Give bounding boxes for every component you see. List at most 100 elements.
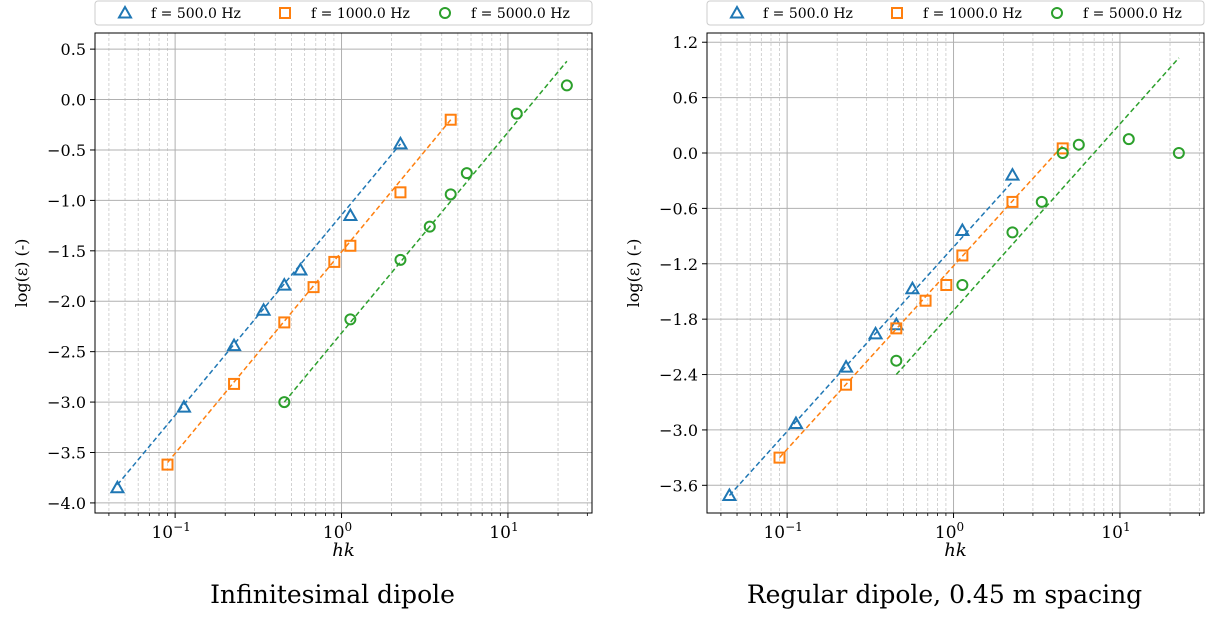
y-tick-label: −3.5 — [47, 443, 86, 462]
data-point — [278, 396, 291, 409]
data-point — [956, 249, 969, 262]
legend-marker — [279, 7, 291, 19]
data-point — [773, 451, 786, 464]
caption-infinitesimal-dipole: Infinitesimal dipole — [210, 580, 455, 609]
data-point — [1172, 147, 1185, 159]
y-tick-label: 0.6 — [673, 89, 698, 108]
data-point — [276, 277, 293, 291]
data-point — [890, 322, 903, 335]
data-point — [1006, 226, 1019, 239]
y-tick-label: −0.6 — [659, 199, 698, 218]
data-point — [840, 378, 853, 391]
x-tick-label: 10−1 — [151, 520, 190, 543]
series-1 — [109, 135, 409, 494]
data-point — [838, 359, 854, 373]
x-tick-label: 100 — [323, 520, 352, 543]
y-tick-label: 0.0 — [673, 144, 698, 163]
series-1 — [721, 167, 1021, 501]
data-point — [560, 79, 573, 92]
data-point — [392, 135, 409, 150]
x-axis-label: hk — [944, 540, 967, 561]
series-3 — [278, 60, 573, 409]
data-point — [278, 316, 291, 329]
series-2 — [773, 142, 1069, 464]
legend-marker — [729, 4, 745, 19]
data-point — [510, 107, 523, 120]
data-point — [1035, 195, 1048, 208]
data-point — [109, 479, 126, 494]
y-axis-label: log(ε) (-) — [624, 239, 643, 308]
data-point — [1056, 142, 1069, 155]
y-tick-label: −4.0 — [47, 494, 86, 513]
plot-area — [706, 32, 1205, 514]
y-tick-label: 0.0 — [61, 91, 86, 110]
y-tick-label: −3.0 — [47, 393, 86, 412]
x-tick-label: 101 — [1101, 520, 1130, 543]
data-point — [1006, 195, 1019, 208]
legend: f = 500.0 Hz f = 1000.0 Hz f = 5000.0 Hz — [94, 0, 593, 26]
fit-line — [116, 143, 402, 486]
plot-area — [94, 32, 593, 514]
data-point — [444, 113, 457, 126]
y-tick-label: −2.4 — [659, 366, 698, 385]
grid — [95, 33, 592, 513]
data-point — [788, 415, 804, 429]
data-point — [1004, 167, 1021, 181]
legend-marker — [891, 7, 903, 19]
legend-box — [706, 0, 1205, 26]
data-point — [394, 253, 407, 266]
legend-box — [94, 0, 593, 26]
x-tick-label: 101 — [489, 520, 518, 543]
data-point — [956, 279, 969, 291]
legend-marker — [1051, 7, 1063, 19]
data-point — [721, 487, 738, 501]
legend-label: f = 5000.0 Hz — [1083, 6, 1182, 22]
grid — [707, 33, 1204, 513]
data-point — [904, 280, 921, 295]
fit-line — [166, 119, 452, 464]
y-tick-label: −1.8 — [659, 310, 698, 329]
legend-marker — [117, 4, 133, 19]
data-point — [444, 188, 457, 201]
caption-regular-dipole: Regular dipole, 0.45 m spacing — [746, 580, 1143, 609]
data-point — [176, 399, 192, 413]
legend-label: f = 500.0 Hz — [151, 6, 241, 22]
data-point — [1072, 138, 1085, 151]
legend-label: f = 5000.0 Hz — [471, 6, 570, 22]
data-point — [342, 207, 359, 222]
y-tick-label: −1.5 — [47, 242, 86, 261]
legend-marker — [439, 7, 451, 19]
series-3 — [890, 57, 1185, 376]
data-point — [890, 354, 903, 367]
data-point — [867, 325, 884, 340]
data-point — [344, 313, 357, 326]
fit-line — [895, 57, 1180, 376]
y-tick-label: 0.5 — [61, 40, 86, 59]
data-point — [1056, 147, 1069, 159]
y-tick-label: −3.6 — [659, 476, 698, 495]
data-point — [423, 220, 436, 233]
data-point — [460, 167, 473, 180]
data-point — [307, 281, 320, 294]
y-tick-label: 1.2 — [673, 33, 698, 52]
data-point — [161, 458, 174, 471]
data-point — [1122, 133, 1135, 146]
data-point — [328, 255, 341, 268]
data-point — [919, 294, 932, 307]
y-tick-label: −3.0 — [659, 421, 698, 440]
chart-2: −3.6 −3.0 −2.4 −1.8 −1.2 −0.6 0.0 0.6 1.2 10−1 100… — [624, 0, 1205, 561]
x-tick-label: 100 — [935, 520, 964, 543]
series-2 — [161, 113, 457, 471]
legend-label: f = 500.0 Hz — [763, 6, 853, 22]
y-tick-label: −0.5 — [47, 141, 86, 160]
data-point — [292, 261, 309, 276]
y-tick-label: −2.0 — [47, 292, 86, 311]
legend-label: f = 1000.0 Hz — [923, 6, 1022, 22]
y-axis-label: log(ε) (-) — [12, 239, 31, 308]
legend-label: f = 1000.0 Hz — [311, 6, 410, 22]
x-tick-label: 10−1 — [763, 520, 802, 543]
y-tick-label: −1.2 — [659, 255, 698, 274]
data-point — [228, 377, 241, 390]
y-tick-label: −1.0 — [47, 191, 86, 210]
